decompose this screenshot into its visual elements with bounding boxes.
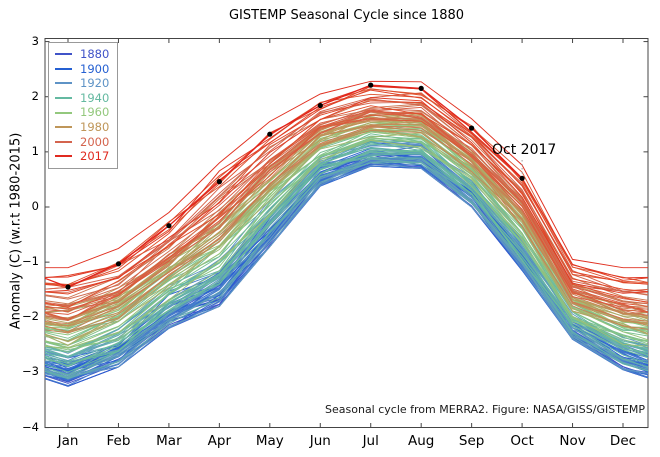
- legend-line-swatch: [55, 53, 72, 56]
- legend-line-swatch: [55, 140, 72, 143]
- credit-text: Seasonal cycle from MERRA2. Figure: NASA…: [325, 403, 645, 416]
- legend-item: 1980: [55, 120, 109, 135]
- y-axis-tick-label: 0: [31, 199, 39, 213]
- year-line: [44, 106, 649, 306]
- x-axis-tick-label: Dec: [609, 433, 637, 449]
- year-line: [44, 158, 649, 378]
- data-point-marker-2017: [469, 125, 475, 131]
- legend-item: 2000: [55, 135, 109, 150]
- data-point-marker-2017: [519, 175, 525, 181]
- year-line: [44, 98, 649, 292]
- data-point-marker-2017: [216, 179, 222, 185]
- year-line: [44, 137, 649, 353]
- year-line: [44, 149, 649, 367]
- x-axis-tick-label: Oct: [510, 433, 534, 449]
- legend-item: 1880: [55, 47, 109, 62]
- legend-label: 1880: [80, 47, 110, 61]
- year-line: [44, 118, 649, 321]
- legend-item: 1920: [55, 76, 109, 91]
- series-2017: [44, 82, 525, 290]
- legend-label: 1900: [80, 61, 110, 76]
- data-point-marker-2017: [418, 85, 424, 91]
- seasonal-cycle-lines-1880-2016: [44, 80, 649, 387]
- legend-label: 1920: [80, 76, 110, 91]
- data-point-marker-2017: [267, 131, 273, 137]
- year-line: [44, 126, 649, 334]
- legend-line-swatch: [55, 155, 72, 158]
- year-line: [44, 162, 649, 380]
- year-line: [44, 159, 649, 380]
- data-point-marker-2017: [115, 261, 122, 267]
- y-axis-tick-label: −2: [22, 309, 39, 324]
- legend-item: 1960: [55, 105, 109, 120]
- year-line: [44, 100, 649, 295]
- legend-item: 1940: [55, 91, 109, 106]
- year-line: [44, 112, 649, 310]
- data-point-marker-2017: [65, 284, 71, 290]
- legend-item: 1900: [55, 62, 109, 77]
- y-axis-tick-label: −4: [22, 419, 39, 434]
- year-line: [44, 97, 649, 294]
- y-axis-tick-label: 3: [31, 33, 39, 48]
- year-line: [44, 137, 649, 353]
- data-point-marker-2017: [166, 223, 172, 229]
- x-axis-tick-label: Jul: [362, 433, 379, 449]
- legend-line-swatch: [55, 97, 72, 100]
- legend-line-swatch: [55, 82, 72, 85]
- figure-title: GISTEMP Seasonal Cycle since 1880: [228, 8, 465, 23]
- x-axis-tick-label: Mar: [156, 433, 182, 449]
- year-line: [44, 110, 649, 312]
- year-line: [44, 157, 649, 379]
- legend-line-swatch: [55, 111, 72, 114]
- y-axis-tick-label: −1: [22, 254, 39, 269]
- x-axis-tick-label: Jun: [309, 433, 331, 449]
- legend-line-swatch: [55, 126, 72, 129]
- year-line: [44, 99, 649, 305]
- year-line: [44, 89, 649, 287]
- year-line: [44, 125, 649, 326]
- year-line: [44, 108, 649, 300]
- year-line: [44, 139, 649, 349]
- data-point-marker-2017: [317, 102, 323, 109]
- legend-label: 2000: [80, 134, 110, 149]
- year-line: [44, 160, 649, 378]
- y-axis-tick-label: 2: [31, 88, 39, 103]
- axes-frame: [44, 38, 649, 428]
- annotation-oct-2017: Oct 2017: [492, 142, 557, 158]
- y-axis-tick-label: −3: [22, 364, 39, 379]
- x-axis-tick-label: Feb: [106, 433, 131, 449]
- year-line: [44, 85, 649, 279]
- x-axis-tick-label: May: [255, 433, 284, 449]
- legend-label: 2017: [80, 149, 110, 164]
- data-point-marker-2017: [368, 82, 374, 88]
- x-axis-tick-label: Apr: [207, 433, 232, 449]
- year-line: [44, 151, 649, 365]
- legend-line-swatch: [55, 67, 72, 70]
- legend-label: 1940: [80, 90, 110, 105]
- x-axis-tick-label: Jan: [57, 433, 79, 449]
- legend-label: 1980: [80, 119, 110, 134]
- y-axis-tick-label: 1: [31, 143, 39, 158]
- legend-label: 1960: [80, 105, 110, 120]
- legend-item: 2017: [55, 149, 109, 164]
- x-axis-tick-label: Nov: [559, 433, 586, 449]
- year-line: [44, 150, 649, 377]
- legend: 1880 1900 1920 1940 1960 1980 2000 2017: [48, 42, 119, 169]
- year-line: [44, 125, 649, 325]
- x-axis-tick-label: Aug: [407, 433, 435, 449]
- year-line: [45, 80, 648, 269]
- x-axis-tick-label: Sep: [458, 433, 485, 449]
